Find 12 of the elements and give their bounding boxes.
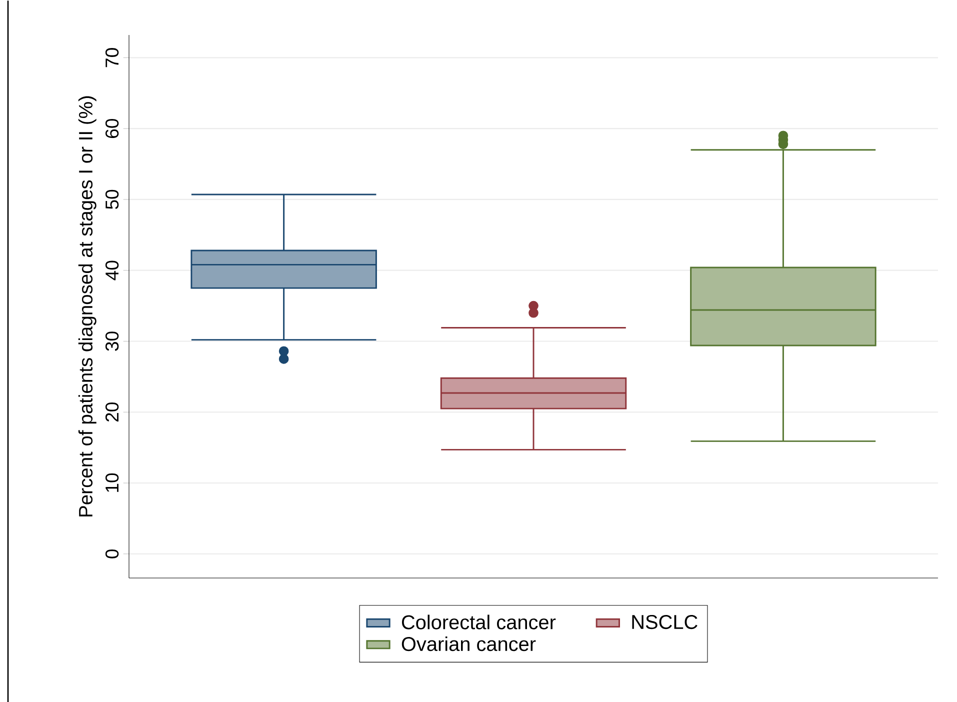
y-tick-label: 20 — [105, 402, 119, 422]
legend-label: Colorectal cancer — [402, 614, 556, 630]
legend-label: NSCLC — [632, 614, 698, 630]
y-tick-label: 50 — [105, 190, 119, 210]
y-axis-title: Percent of patients diagnosed at stages I or II (%) — [78, 96, 96, 516]
y-tick-label: 30 — [105, 332, 119, 351]
legend-label: Ovarian cancer — [402, 636, 536, 652]
y-tick-label: 0 — [105, 549, 119, 558]
y-tick-label: 10 — [105, 473, 119, 492]
y-tick-label: 40 — [105, 260, 119, 280]
y-tick-label: 70 — [105, 48, 119, 68]
y-tick-label: 60 — [105, 118, 119, 138]
